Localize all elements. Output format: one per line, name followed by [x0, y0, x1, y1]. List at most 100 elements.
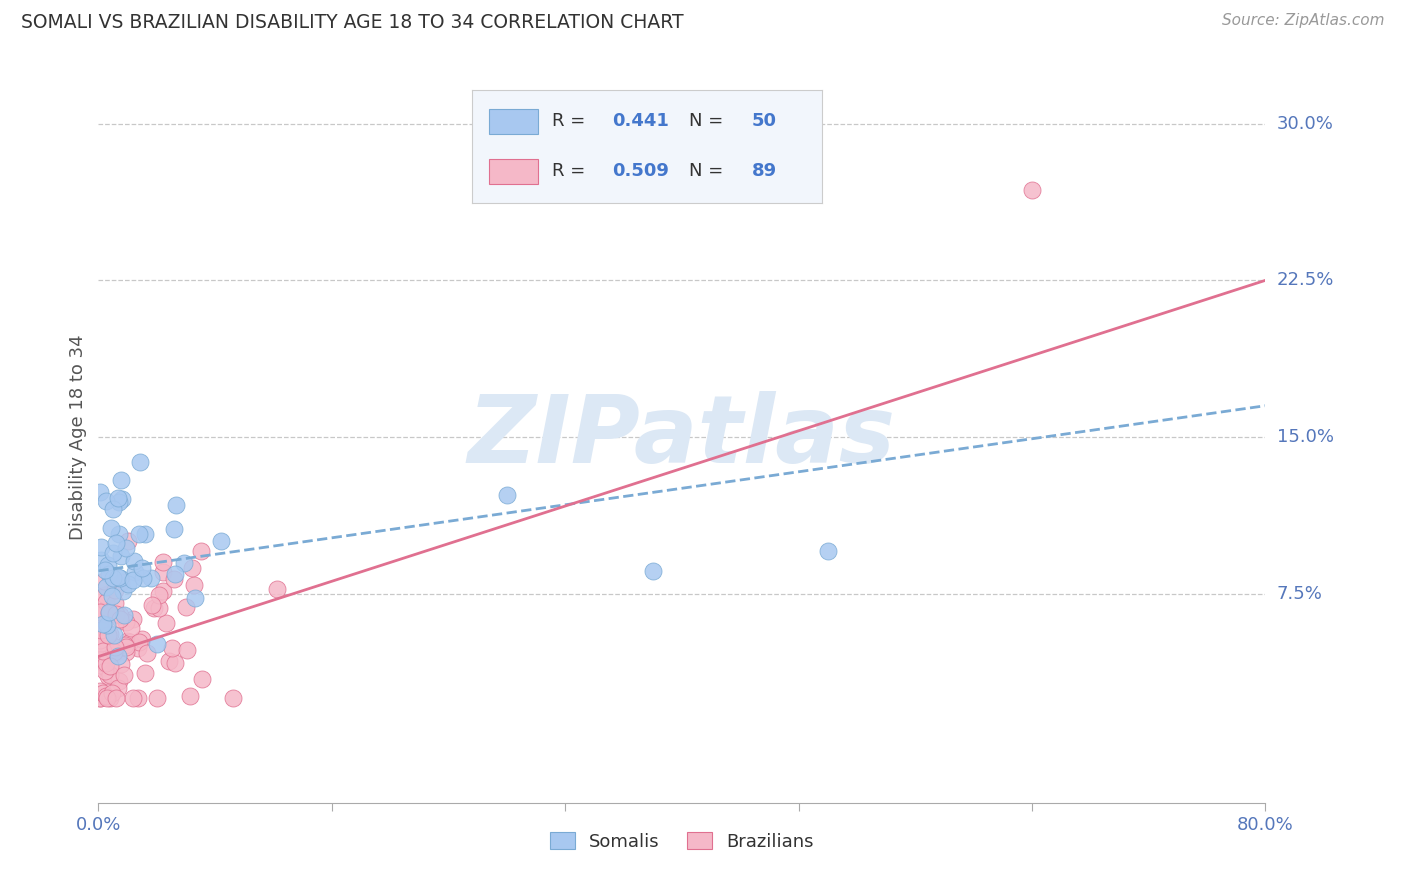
Text: 15.0%: 15.0% [1277, 428, 1333, 446]
Point [105, 691, 128, 706]
Point [104, 607, 127, 621]
Point [114, 645, 136, 659]
Point [104, 536, 127, 550]
Point [121, 612, 143, 626]
Point [112, 668, 135, 682]
Point [90, 636, 112, 650]
Point [89, 653, 111, 667]
Point [120, 622, 142, 636]
Point [101, 571, 124, 585]
Point [163, 656, 186, 670]
Point [91, 617, 114, 632]
Point [121, 691, 143, 706]
Point [89, 618, 111, 632]
Point [97, 669, 120, 683]
Point [496, 488, 519, 502]
Point [128, 634, 150, 648]
Point [121, 573, 143, 587]
Point [134, 666, 156, 681]
Point [132, 570, 155, 584]
Point [128, 455, 150, 469]
Point [165, 566, 187, 581]
Point [152, 555, 174, 569]
Point [1021, 184, 1043, 198]
Point [641, 564, 664, 578]
Point [97, 587, 120, 601]
Point [179, 689, 201, 703]
Point [112, 608, 135, 623]
Point [110, 657, 132, 672]
Point [117, 533, 139, 548]
Point [111, 491, 134, 506]
Point [97, 605, 120, 619]
Point [115, 640, 138, 654]
Point [143, 600, 166, 615]
Point [115, 615, 138, 629]
Point [93, 604, 115, 618]
Point [89, 632, 111, 647]
Point [98, 626, 121, 640]
Point [91, 686, 114, 700]
Point [173, 556, 195, 570]
Point [136, 646, 159, 660]
Point [96, 656, 118, 670]
Point [107, 495, 129, 509]
Point [90, 623, 112, 637]
Point [94, 493, 117, 508]
Point [94, 580, 117, 594]
Point [180, 561, 202, 575]
Point [108, 527, 131, 541]
Point [98, 668, 121, 682]
Point [141, 599, 163, 613]
Point [98, 566, 121, 581]
Point [96, 617, 118, 632]
Point [103, 502, 125, 516]
Point [165, 498, 187, 512]
Text: SOMALI VS BRAZILIAN DISABILITY AGE 18 TO 34 CORRELATION CHART: SOMALI VS BRAZILIAN DISABILITY AGE 18 TO… [21, 13, 683, 32]
Y-axis label: Disability Age 18 to 34: Disability Age 18 to 34 [69, 334, 87, 540]
Point [128, 527, 150, 541]
Point [108, 570, 131, 584]
Point [94, 564, 117, 578]
Point [209, 534, 232, 549]
Point [110, 473, 132, 487]
Point [89, 691, 111, 706]
Text: 7.5%: 7.5% [1277, 585, 1323, 603]
Point [94, 664, 117, 678]
Point [148, 588, 170, 602]
Text: 30.0%: 30.0% [1277, 114, 1333, 133]
Point [266, 582, 288, 596]
Point [104, 582, 127, 597]
Point [98, 691, 121, 706]
Point [131, 632, 153, 646]
Point [148, 600, 170, 615]
Point [145, 691, 167, 706]
Point [101, 686, 124, 700]
Point [107, 570, 129, 584]
Point [117, 577, 139, 591]
Point [114, 541, 136, 555]
Point [104, 596, 127, 610]
Text: 22.5%: 22.5% [1277, 271, 1334, 289]
Point [107, 681, 129, 695]
Point [112, 584, 135, 599]
Point [124, 565, 146, 579]
Point [100, 667, 122, 681]
Point [118, 635, 141, 649]
Point [222, 691, 245, 706]
Point [157, 654, 180, 668]
Point [107, 673, 129, 688]
Point [190, 544, 212, 558]
Point [107, 648, 129, 663]
Point [122, 554, 145, 568]
Point [94, 632, 117, 647]
Point [146, 637, 169, 651]
Point [100, 521, 122, 535]
Point [101, 589, 124, 603]
Point [89, 623, 111, 637]
Point [94, 588, 117, 602]
Point [96, 594, 118, 608]
Point [155, 615, 177, 630]
Point [96, 691, 118, 706]
Point [104, 640, 127, 655]
